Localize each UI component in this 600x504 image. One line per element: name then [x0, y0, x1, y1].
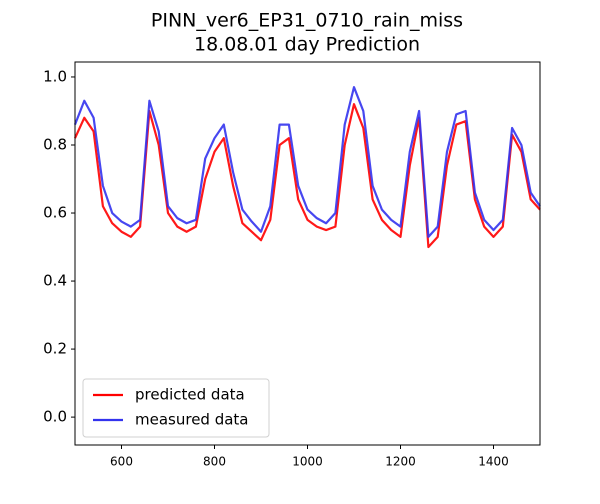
legend-box: [82, 378, 270, 438]
y-tick-label: 1.0: [43, 67, 67, 85]
plot-frame: [74, 61, 541, 446]
series-line: [73, 86, 541, 238]
x-tick-label: 600: [110, 455, 133, 469]
chart-title: PINN_ver6_EP31_0710_rain_miss: [151, 10, 463, 32]
y-tick-label: 0.0: [43, 408, 67, 426]
x-tick-label: 1200: [385, 455, 416, 469]
x-tick-label: 1400: [478, 455, 509, 469]
x-tick-label: 800: [203, 455, 226, 469]
y-tick-label: 0.8: [43, 135, 67, 153]
chart-subtitle: 18.08.01 day Prediction: [194, 34, 420, 56]
x-tick-label: 1000: [292, 455, 323, 469]
y-tick-label: 0.2: [43, 340, 67, 358]
y-tick-label: 0.6: [43, 204, 67, 222]
legend-label: measured data: [135, 411, 249, 429]
legend-label: predicted data: [135, 386, 245, 404]
y-tick-label: 0.4: [43, 272, 67, 290]
series-line: [73, 103, 541, 249]
